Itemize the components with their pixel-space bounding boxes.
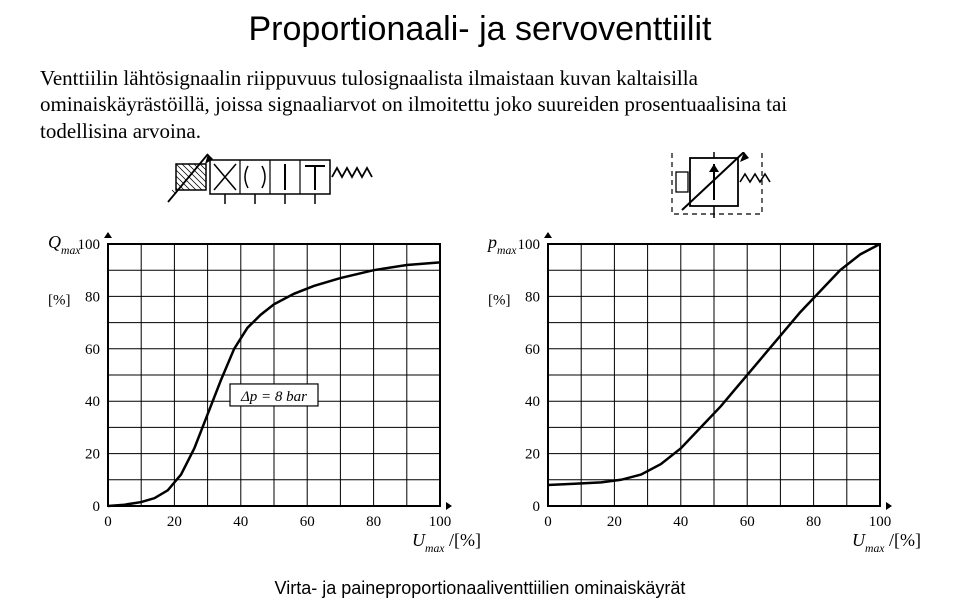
svg-text:40: 40 xyxy=(673,514,688,530)
page-title: Proportionaali- ja servoventtiilit xyxy=(40,10,920,49)
svg-text:[%]: [%] xyxy=(488,292,511,308)
svg-text:60: 60 xyxy=(300,514,315,530)
svg-text:80: 80 xyxy=(525,289,540,305)
intro-line-3: todellisina arvoina. xyxy=(40,119,201,143)
svg-text:60: 60 xyxy=(85,342,100,358)
svg-text:100: 100 xyxy=(869,514,892,530)
svg-text:100: 100 xyxy=(518,237,541,253)
svg-text:Umax /[%]: Umax /[%] xyxy=(852,530,920,555)
svg-text:Umax /[%]: Umax /[%] xyxy=(412,530,481,555)
svg-text:Δp = 8 bar: Δp = 8 bar xyxy=(240,389,307,405)
svg-text:Qmax: Qmax xyxy=(48,232,81,257)
svg-text:20: 20 xyxy=(167,514,182,530)
figure-caption: Virta- ja paineproportionaaliventtiilien… xyxy=(40,578,920,599)
svg-text:100: 100 xyxy=(429,514,452,530)
svg-text:80: 80 xyxy=(366,514,381,530)
svg-text:40: 40 xyxy=(525,394,540,410)
svg-text:20: 20 xyxy=(85,446,100,462)
svg-text:100: 100 xyxy=(78,237,101,253)
charts-svg: 020406080100020406080100Qmax[%]Umax /[%]… xyxy=(40,152,920,572)
intro-line-1: Venttiilin lähtösignaalin riippuvuus tul… xyxy=(40,66,698,90)
intro-line-2: ominaiskäyrästöillä, joissa signaaliarvo… xyxy=(40,92,787,116)
svg-text:80: 80 xyxy=(806,514,821,530)
svg-text:40: 40 xyxy=(85,394,100,410)
svg-text:[%]: [%] xyxy=(48,292,71,308)
svg-text:0: 0 xyxy=(533,499,541,515)
svg-text:0: 0 xyxy=(544,514,552,530)
svg-text:60: 60 xyxy=(740,514,755,530)
svg-text:80: 80 xyxy=(85,289,100,305)
svg-text:pmax: pmax xyxy=(486,232,517,257)
svg-text:40: 40 xyxy=(233,514,248,530)
svg-text:20: 20 xyxy=(607,514,622,530)
figure-area: 020406080100020406080100Qmax[%]Umax /[%]… xyxy=(40,152,920,572)
intro-paragraph: Venttiilin lähtösignaalin riippuvuus tul… xyxy=(40,65,920,144)
svg-text:0: 0 xyxy=(93,499,101,515)
svg-text:60: 60 xyxy=(525,342,540,358)
svg-text:20: 20 xyxy=(525,446,540,462)
svg-text:0: 0 xyxy=(104,514,112,530)
